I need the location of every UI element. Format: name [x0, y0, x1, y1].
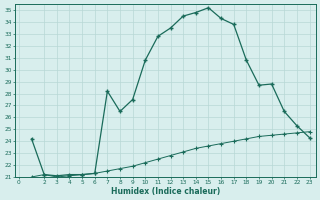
X-axis label: Humidex (Indice chaleur): Humidex (Indice chaleur)	[111, 187, 220, 196]
